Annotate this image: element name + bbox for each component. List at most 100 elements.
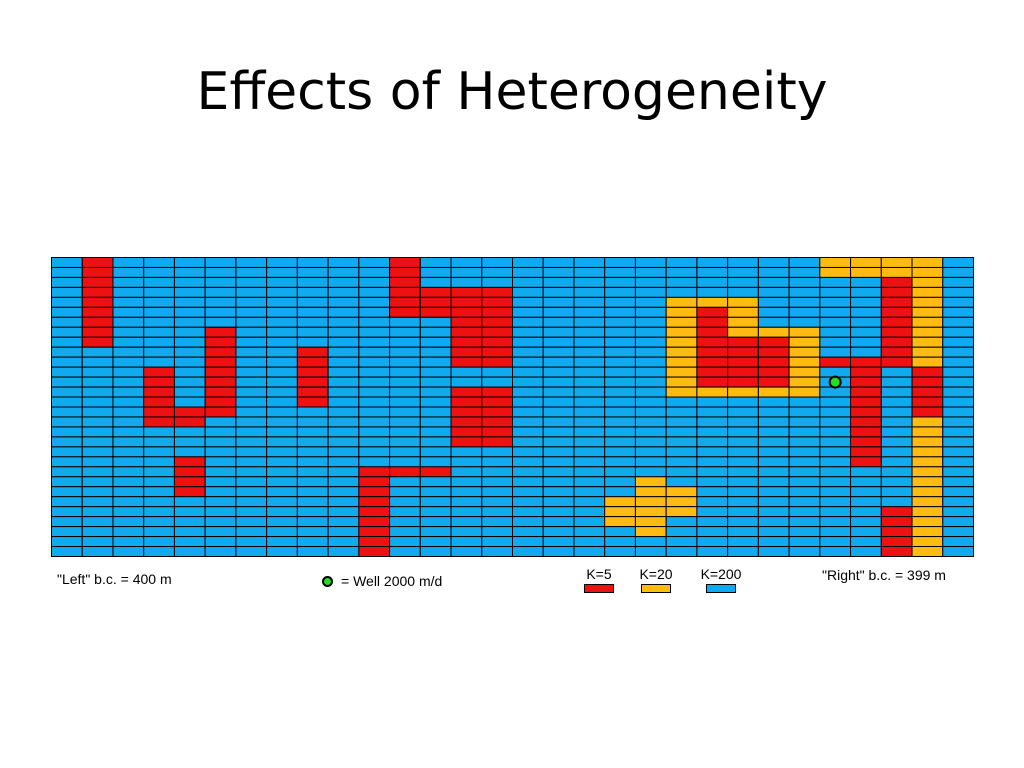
grid-cell xyxy=(757,386,790,398)
grid-cell xyxy=(266,546,298,557)
grid-cell xyxy=(634,526,667,538)
grid-cell xyxy=(327,426,360,438)
grid-cell xyxy=(573,396,606,408)
grid-cell xyxy=(419,466,452,478)
grid-cell xyxy=(788,486,821,498)
grid-cell xyxy=(419,476,452,488)
grid-cell xyxy=(389,466,421,478)
grid-cell xyxy=(512,536,544,548)
grid-cell xyxy=(788,416,821,428)
grid-cell xyxy=(880,536,913,548)
grid-cell xyxy=(112,546,145,557)
grid-cell xyxy=(634,276,667,288)
grid-cell xyxy=(819,266,852,278)
grid-cell xyxy=(173,366,206,378)
grid-cell xyxy=(942,326,975,338)
grid-cell xyxy=(757,436,790,448)
grid-cell xyxy=(757,257,790,268)
grid-cell xyxy=(143,426,175,438)
grid-cell xyxy=(143,266,175,278)
grid-cell xyxy=(850,486,882,498)
grid-cell xyxy=(665,257,698,268)
grid-cell xyxy=(911,516,944,528)
grid-cell xyxy=(880,486,913,498)
grid-cell xyxy=(296,356,329,368)
grid-cell xyxy=(665,486,698,498)
grid-cell xyxy=(389,446,421,458)
grid-cell xyxy=(296,496,329,508)
grid-cell xyxy=(542,346,575,358)
grid-cell xyxy=(788,276,821,288)
grid-cell xyxy=(112,296,145,308)
grid-cell xyxy=(788,386,821,398)
grid-cell xyxy=(358,486,391,498)
grid-cell xyxy=(204,406,237,418)
grid-cell xyxy=(450,316,483,328)
grid-cell xyxy=(850,376,882,388)
grid-cell xyxy=(235,286,268,298)
grid-cell xyxy=(358,257,391,268)
grid-cell xyxy=(819,546,852,557)
grid-cell xyxy=(819,436,852,448)
grid-cell xyxy=(327,476,360,488)
grid-cell xyxy=(389,486,421,498)
grid-cell xyxy=(112,346,145,358)
grid-cell xyxy=(757,466,790,478)
grid-cell xyxy=(850,266,882,278)
grid-cell xyxy=(112,476,145,488)
grid-cell xyxy=(296,506,329,518)
grid-cell xyxy=(542,336,575,348)
grid-cell xyxy=(51,436,83,448)
grid-cell xyxy=(727,446,759,458)
grid-cell xyxy=(173,356,206,368)
grid-cell xyxy=(634,266,667,278)
grid-cell xyxy=(173,316,206,328)
grid-cell xyxy=(512,446,544,458)
grid-cell xyxy=(419,386,452,398)
grid-cell xyxy=(481,506,513,518)
grid-cell xyxy=(450,306,483,318)
grid-cell xyxy=(942,266,975,278)
grid-cell xyxy=(665,546,698,557)
grid-cell xyxy=(819,326,852,338)
grid-cell xyxy=(81,526,114,538)
grid-cell xyxy=(942,376,975,388)
grid-cell xyxy=(481,356,513,368)
grid-cell xyxy=(358,426,391,438)
grid-cell xyxy=(296,436,329,448)
grid-cell xyxy=(112,376,145,388)
grid-cell xyxy=(419,446,452,458)
grid-cell xyxy=(942,386,975,398)
grid-cell xyxy=(604,516,636,528)
grid-cell xyxy=(942,316,975,328)
grid-cell xyxy=(757,286,790,298)
grid-cell xyxy=(112,356,145,368)
grid-cell xyxy=(757,296,790,308)
grid-cell xyxy=(634,456,667,468)
grid-cell xyxy=(266,326,298,338)
grid-cell xyxy=(81,336,114,348)
grid-cell xyxy=(634,436,667,448)
grid-cell xyxy=(757,476,790,488)
grid-cell xyxy=(573,506,606,518)
grid-cell xyxy=(911,276,944,288)
grid-cell xyxy=(266,436,298,448)
grid-cell xyxy=(665,386,698,398)
grid-cell xyxy=(81,386,114,398)
grid-cell xyxy=(112,456,145,468)
grid-cell xyxy=(450,406,483,418)
grid-cell xyxy=(389,266,421,278)
grid-cell xyxy=(327,276,360,288)
grid-cell xyxy=(266,516,298,528)
grid-cell xyxy=(173,396,206,408)
grid-cell xyxy=(573,266,606,278)
grid-cell xyxy=(51,386,83,398)
grid-cell xyxy=(880,466,913,478)
grid-cell xyxy=(942,486,975,498)
grid-cell xyxy=(296,526,329,538)
grid-cell xyxy=(880,336,913,348)
grid-cell xyxy=(327,266,360,278)
grid-cell xyxy=(112,426,145,438)
grid-cell xyxy=(296,396,329,408)
grid-cell xyxy=(819,416,852,428)
